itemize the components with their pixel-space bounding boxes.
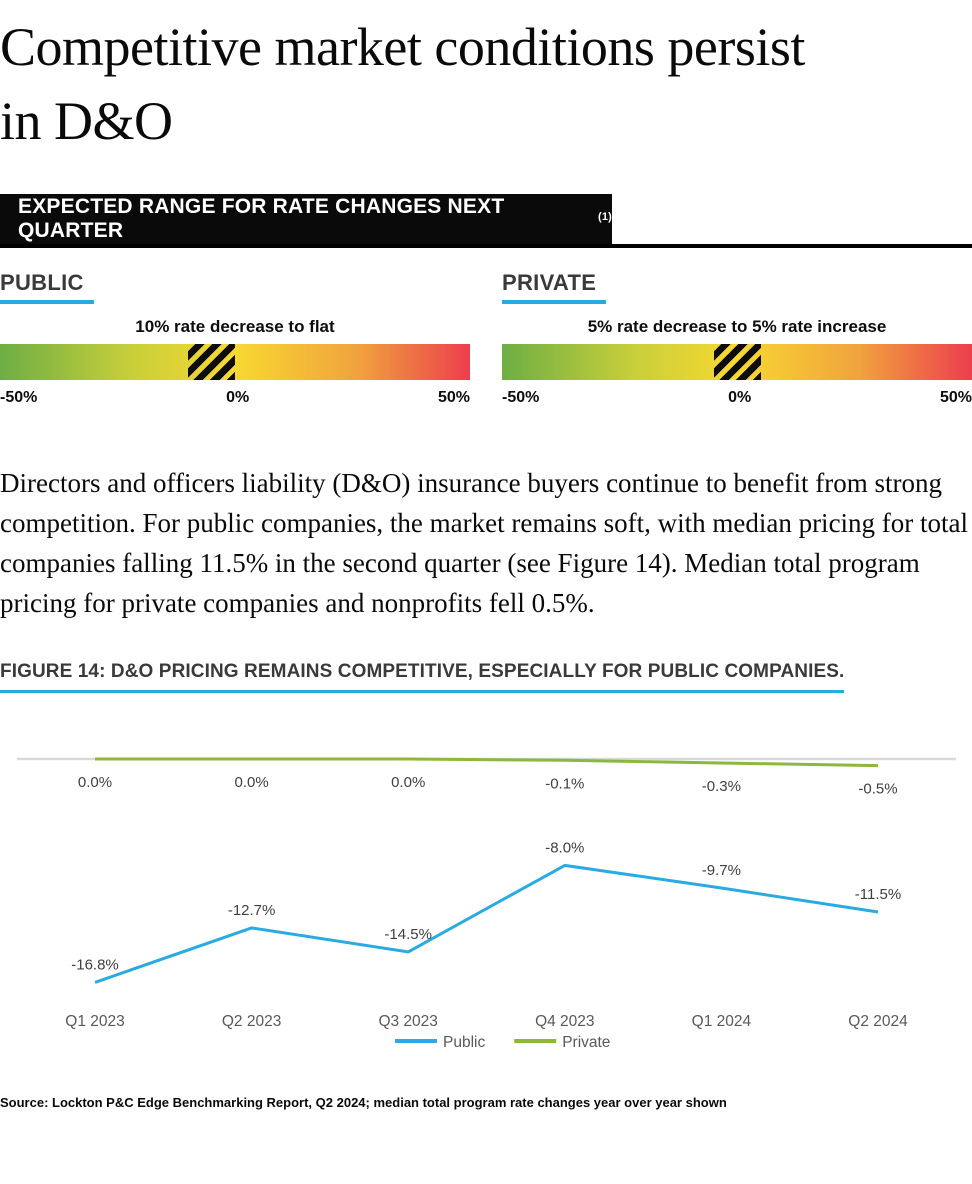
data-label-private-q2-2024: -0.5% <box>858 781 897 798</box>
data-label-private-q1-2023: 0.0% <box>78 774 112 791</box>
x-axis-label-q2-2023: Q2 2023 <box>222 1013 281 1030</box>
figure-caption: FIGURE 14: D&O PRICING REMAINS COMPETITI… <box>0 661 845 693</box>
rate-gradient-bar-public <box>0 344 470 380</box>
chart-canvas: -16.8% -12.7% -14.5% -8.0% -9.7% -11.5% 0.0% 0.… <box>17 757 956 1051</box>
scale-label-min: -50% <box>0 389 38 406</box>
rate-gradient-bar-private <box>502 344 972 380</box>
hatch-region-private <box>713 344 761 380</box>
legend-label-private: Private <box>562 1034 610 1051</box>
data-label-private-q1-2024: -0.3% <box>702 778 741 795</box>
x-axis-label-q4-2023: Q4 2023 <box>535 1013 594 1030</box>
scale-label-min: -50% <box>502 389 540 406</box>
legend-label-public: Public <box>443 1034 485 1051</box>
range-annotation-private: 5% rate decrease to 5% rate increase <box>587 317 887 336</box>
x-axis-label-q1-2024: Q1 2024 <box>692 1013 752 1030</box>
source-note: Source: Lockton P&C Edge Benchmarking Re… <box>0 1095 727 1110</box>
scale-row-public: -50% 0% 50% <box>0 389 470 407</box>
range-annotation-public: 10% rate decrease to flat <box>135 317 335 336</box>
banner-title: EXPECTED RANGE FOR RATE CHANGES NEXT QUA… <box>18 195 505 242</box>
banner-rule: EXPECTED RANGE FOR RATE CHANGES NEXT QUA… <box>0 194 972 248</box>
data-label-private-q3-2023: 0.0% <box>391 774 425 791</box>
data-label-public-q2-2024: -11.5% <box>855 886 901 903</box>
scale-label-mid: 0% <box>728 389 752 406</box>
data-label-public-q1-2024: -9.7% <box>702 862 741 879</box>
x-axis-label-q2-2024: Q2 2024 <box>848 1013 908 1030</box>
scale-label-max: 50% <box>939 389 972 406</box>
x-axis-label-q3-2023: Q3 2023 <box>378 1013 437 1030</box>
scale-label-mid: 0% <box>226 389 250 406</box>
rate-change-banner: EXPECTED RANGE FOR RATE CHANGES NEXT QUA… <box>0 194 612 244</box>
range-section-private: PRIVATE 5% rate decrease to 5% rate incr… <box>502 270 972 407</box>
public-line <box>94 863 879 984</box>
scale-row-private: -50% 0% 50% <box>502 389 972 407</box>
range-section-public: PUBLIC 10% rate decrease to flat -50% 0%… <box>0 270 470 407</box>
report-page: Competitive market conditions persist in… <box>0 10 972 1110</box>
body-paragraph: Directors and officers liability (D&O) i… <box>0 468 969 618</box>
data-label-public-q1-2023: -16.8% <box>71 956 119 973</box>
data-label-public-q4-2023: -8.0% <box>545 839 584 856</box>
hatch-region-public <box>188 344 235 380</box>
expected-range-panels: PUBLIC 10% rate decrease to flat -50% 0%… <box>0 270 972 407</box>
pricing-line-chart: -16.8% -12.7% -14.5% -8.0% -9.7% -11.5% 0.0% 0.… <box>0 721 972 1051</box>
x-axis-label-q1-2023: Q1 2023 <box>65 1013 124 1030</box>
range-label-public: PUBLIC <box>0 270 94 304</box>
banner-footnote-marker: (1) <box>597 211 612 223</box>
data-label-private-q2-2023: 0.0% <box>234 774 268 791</box>
data-label-public-q2-2023: -12.7% <box>228 902 276 919</box>
range-label-private: PRIVATE <box>502 270 607 304</box>
private-line <box>95 757 879 768</box>
scale-label-max: 50% <box>437 389 470 406</box>
data-label-private-q4-2023: -0.1% <box>545 775 584 792</box>
data-label-public-q3-2023: -14.5% <box>384 926 432 943</box>
page-title: Competitive market conditions persist in… <box>0 17 805 151</box>
